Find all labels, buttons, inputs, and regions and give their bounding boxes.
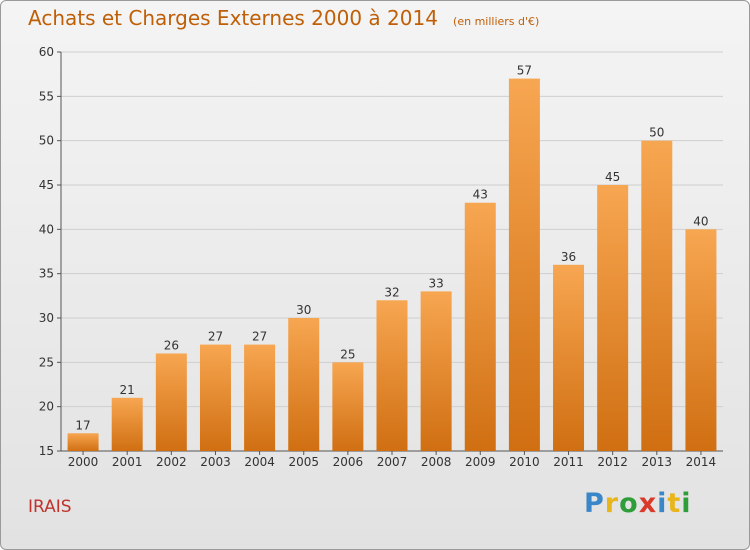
bar <box>199 344 231 451</box>
title-block: Achats et Charges Externes 2000 à 2014 (… <box>28 6 539 30</box>
chart-subtitle: (en milliers d'€) <box>453 15 540 28</box>
x-tick-label: 2002 <box>156 455 187 469</box>
labels: 15 20 25 30 35 40 45 50 55 60 2000 17 2001 21 2002 26 20… <box>39 45 716 469</box>
bar <box>67 433 99 451</box>
proxiti-logo[interactable]: Proxiti <box>584 488 692 519</box>
x-tick-label: 2014 <box>686 455 717 469</box>
bar <box>332 362 364 451</box>
y-tick-label: 25 <box>39 355 54 369</box>
x-tick-label: 2008 <box>421 455 452 469</box>
bar-value-label: 40 <box>693 214 708 228</box>
bar-value-label: 33 <box>428 276 443 290</box>
logo-letter: r <box>604 488 620 519</box>
x-tick-label: 2003 <box>200 455 231 469</box>
bar <box>244 344 276 451</box>
y-tick-label: 35 <box>39 267 54 281</box>
logo-letter: t <box>667 488 682 519</box>
bar <box>553 264 585 451</box>
x-tick-label: 2011 <box>553 455 584 469</box>
bar <box>641 140 673 451</box>
logo-letter: i <box>681 488 692 519</box>
y-tick-label: 60 <box>39 45 54 59</box>
bar-value-label: 32 <box>384 285 399 299</box>
logo-letter: i <box>657 488 668 519</box>
x-tick-label: 2000 <box>68 455 99 469</box>
bar-value-label: 25 <box>340 347 355 361</box>
bar <box>288 318 320 451</box>
bar-value-label: 21 <box>120 383 135 397</box>
x-tick-label: 2009 <box>465 455 496 469</box>
y-tick-label: 50 <box>39 134 54 148</box>
y-tick-label: 40 <box>39 222 54 236</box>
bar <box>597 185 629 451</box>
x-tick-label: 2005 <box>288 455 319 469</box>
bar-value-label: 27 <box>252 330 267 344</box>
y-tick-label: 55 <box>39 89 54 103</box>
logo-letter: o <box>619 488 639 519</box>
logo-letter: P <box>584 488 605 519</box>
x-tick-label: 2012 <box>597 455 628 469</box>
y-tick-label: 30 <box>39 311 54 325</box>
bar <box>111 397 143 451</box>
x-tick-label: 2006 <box>333 455 364 469</box>
x-tick-label: 2001 <box>112 455 143 469</box>
bar-value-label: 50 <box>649 126 664 140</box>
x-tick-label: 2013 <box>642 455 673 469</box>
bar <box>464 202 496 451</box>
bar-value-label: 57 <box>517 64 532 78</box>
x-tick-label: 2004 <box>244 455 275 469</box>
logo-letter: x <box>638 488 658 519</box>
chart-title: Achats et Charges Externes 2000 à 2014 <box>28 6 438 30</box>
bar <box>155 353 187 451</box>
y-tick-label: 15 <box>39 444 54 458</box>
bar <box>685 229 717 451</box>
x-tick-label: 2010 <box>509 455 540 469</box>
bar <box>376 300 408 451</box>
bar-value-label: 26 <box>164 338 179 352</box>
bar-value-label: 45 <box>605 170 620 184</box>
bar <box>420 291 452 451</box>
location-label: IRAIS <box>28 497 72 517</box>
x-tick-label: 2007 <box>377 455 408 469</box>
y-tick-label: 20 <box>39 400 54 414</box>
bar-value-label: 43 <box>473 188 488 202</box>
bars <box>67 78 717 451</box>
y-tick-label: 45 <box>39 178 54 192</box>
bar-value-label: 30 <box>296 303 311 317</box>
bar-value-label: 36 <box>561 250 576 264</box>
bar-value-label: 27 <box>208 330 223 344</box>
bar-value-label: 17 <box>75 418 90 432</box>
bar <box>508 78 540 451</box>
